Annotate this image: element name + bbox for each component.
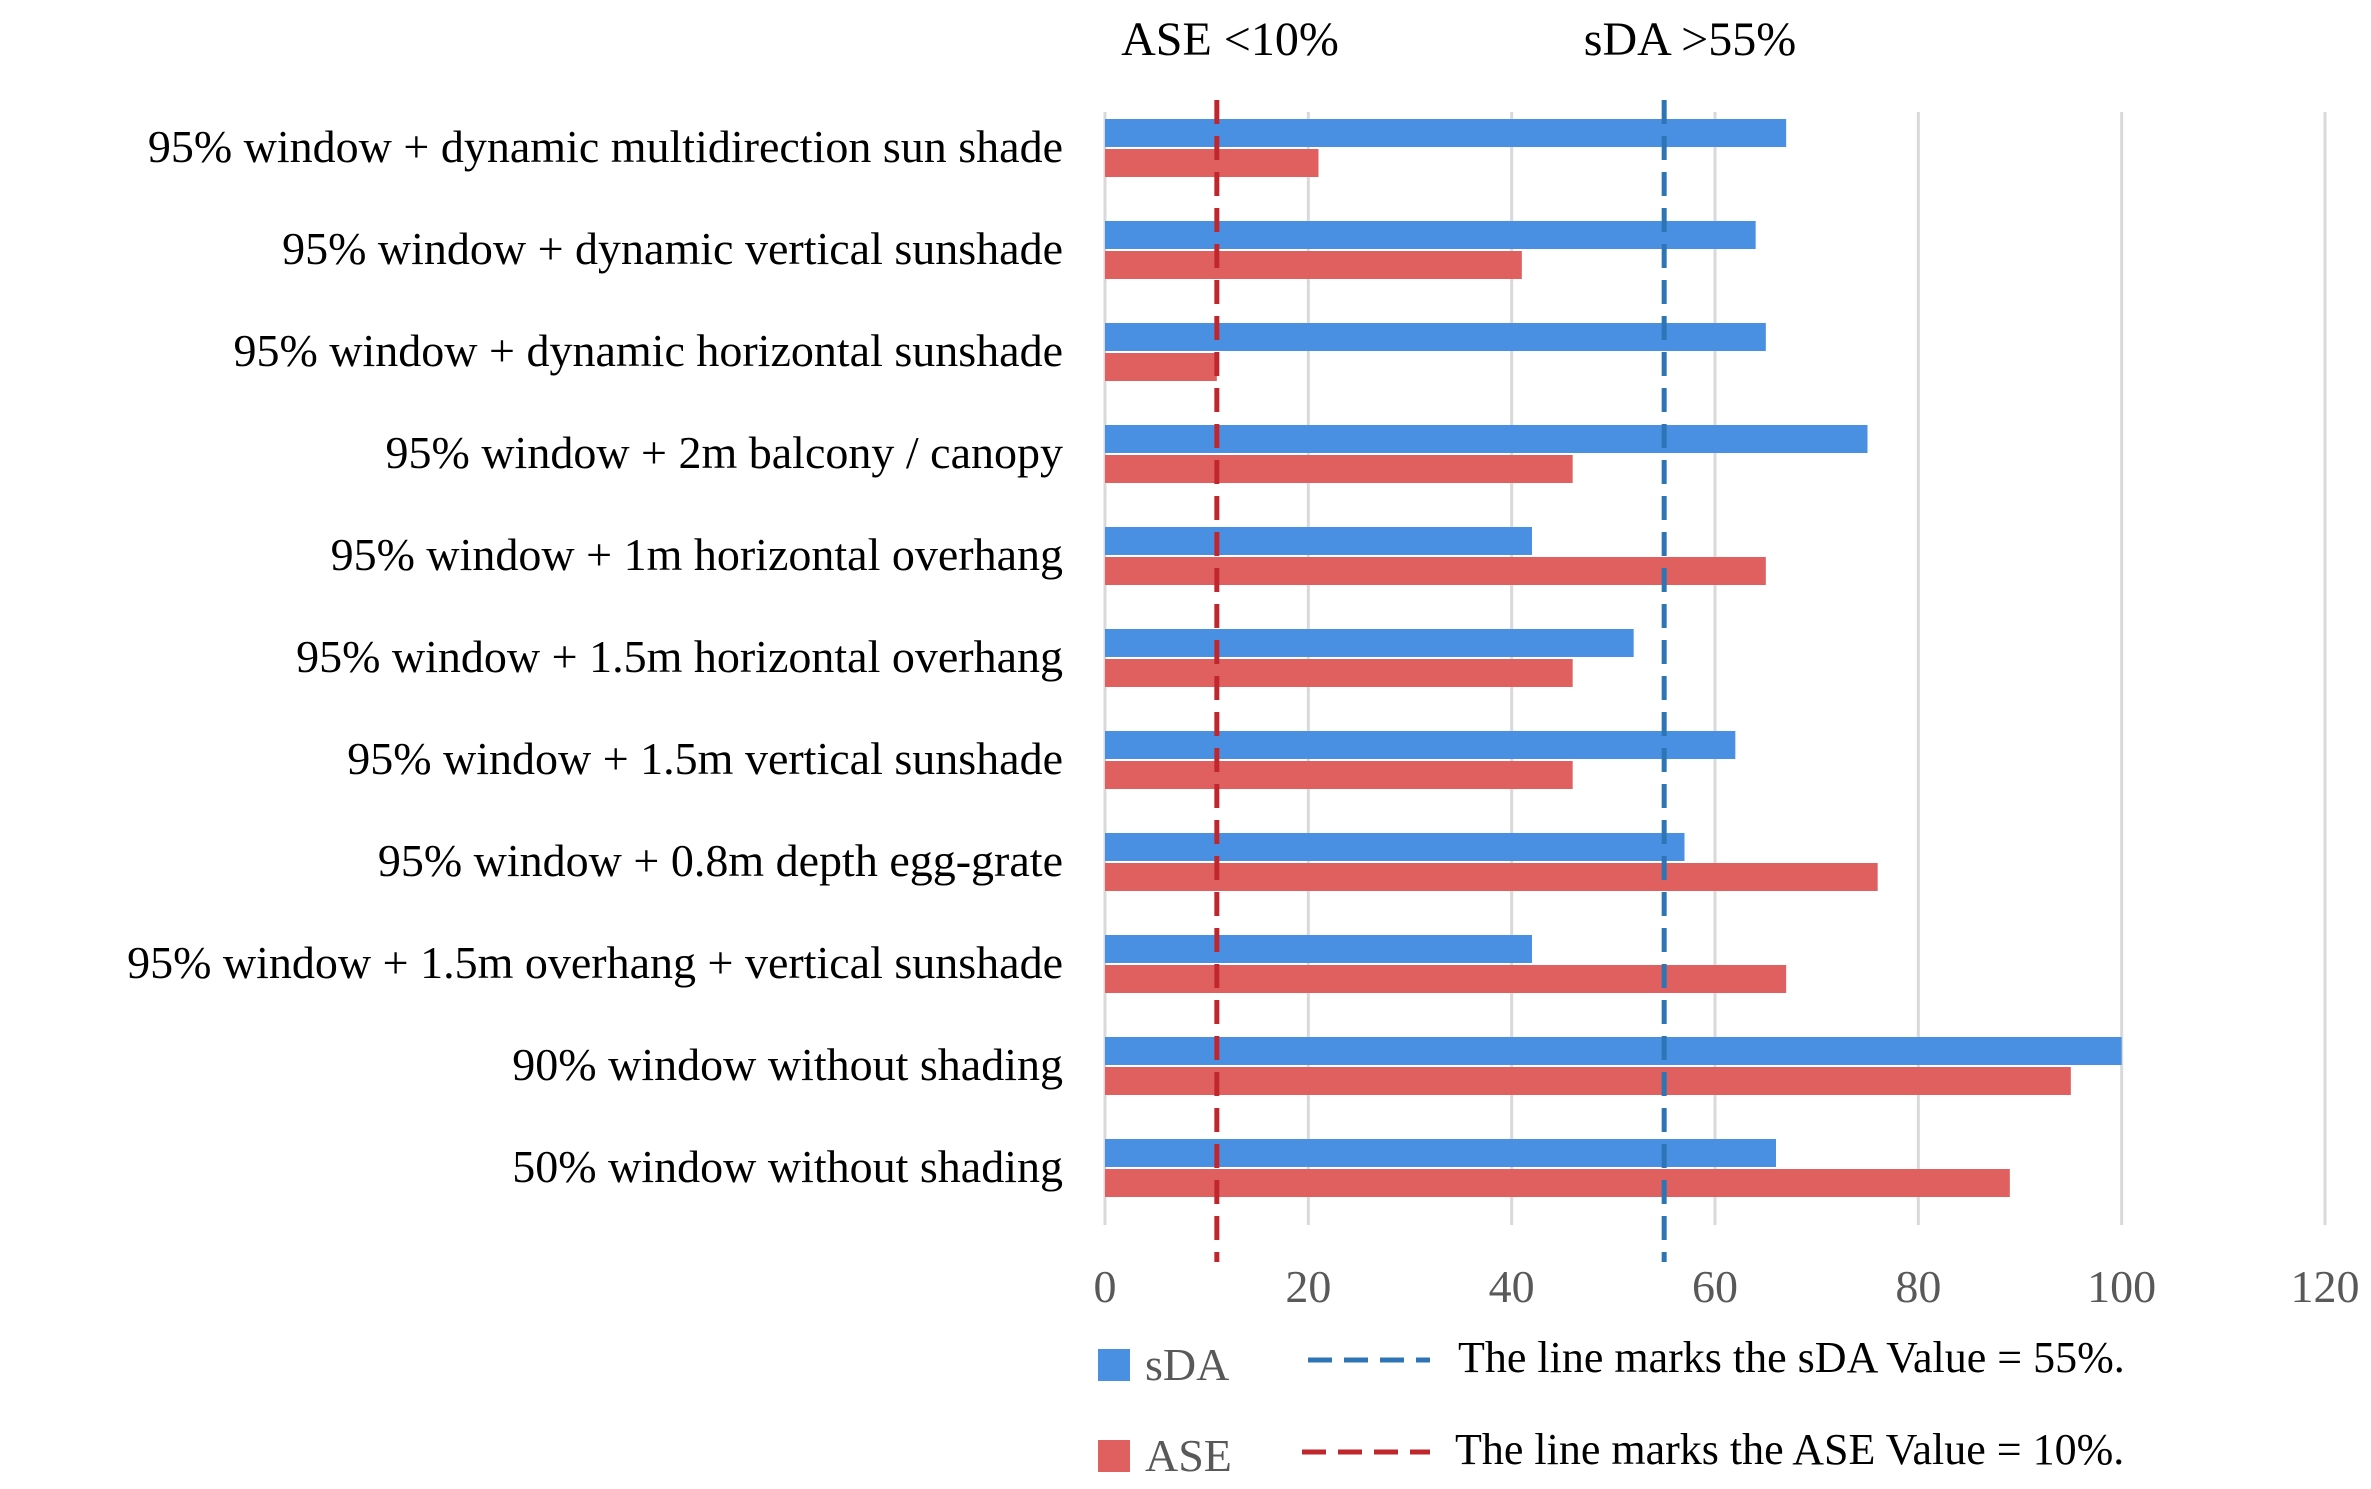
category-label: 95% window + 1.5m overhang + vertical su… [127,937,1063,988]
bar-ase [1105,965,1787,993]
x-tick-labels: 0 20 40 60 80 100 120 [1094,1261,2360,1312]
category-label: 95% window + 1m horizontal overhang [331,529,1063,580]
legend: sDA ASE The line marks the sDA Value = 5… [1098,1333,2125,1481]
bar-ase [1105,1067,2071,1095]
category-label: 90% window without shading [512,1039,1063,1090]
x-tick-label-20: 20 [1285,1261,1331,1312]
x-tick-label-100: 100 [2087,1261,2156,1312]
bar-ase [1105,455,1573,483]
bar-ase [1105,353,1217,381]
bar-sda [1105,629,1634,657]
bar-ase [1105,761,1573,789]
legend-swatch-ase [1098,1440,1130,1472]
category-labels: 95% window + dynamic multidirection sun … [127,121,1063,1192]
category-label: 95% window + 2m balcony / canopy [386,427,1064,478]
bar-sda [1105,425,1868,453]
bar-sda [1105,119,1787,147]
x-tick-label-120: 120 [2291,1261,2360,1312]
bar-sda [1105,731,1736,759]
x-tick-label-40: 40 [1489,1261,1535,1312]
category-label: 95% window + 1.5m horizontal overhang [296,631,1063,682]
x-tick-label-60: 60 [1692,1261,1738,1312]
bar-sda [1105,1139,1776,1167]
category-label: 50% window without shading [512,1141,1063,1192]
bar-sda [1105,1037,2122,1065]
bars-layer [1105,119,2122,1197]
bar-ase [1105,251,1522,279]
legend-label-sda: sDA [1145,1339,1229,1390]
bar-ase [1105,659,1573,687]
bar-sda [1105,527,1532,555]
reference-lines [1214,100,1667,1262]
category-label: 95% window + 1.5m vertical sunshade [347,733,1063,784]
x-tick-label-80: 80 [1895,1261,1941,1312]
legend-label-ase: ASE [1145,1430,1232,1481]
ase-threshold-label: ASE <10% [1121,13,1339,66]
legend-note-sda: The line marks the sDA Value = 55%. [1458,1333,2125,1382]
x-tick-label-0: 0 [1094,1261,1117,1312]
category-label: 95% window + dynamic vertical sunshade [282,223,1063,274]
bar-ase [1105,557,1766,585]
bar-ase [1105,149,1319,177]
category-label: 95% window + 0.8m depth egg-grate [378,835,1063,886]
bar-ase [1105,863,1878,891]
sda-threshold-label: sDA >55% [1584,13,1796,66]
legend-note-ase: The line marks the ASE Value = 10%. [1455,1425,2124,1474]
bar-sda [1105,833,1685,861]
bar-ase [1105,1169,2010,1197]
category-label: 95% window + dynamic multidirection sun … [148,121,1063,172]
bar-sda [1105,935,1532,963]
bar-sda [1105,221,1756,249]
category-label: 95% window + dynamic horizontal sunshade [233,325,1063,376]
bar-sda [1105,323,1766,351]
legend-swatch-sda [1098,1349,1130,1381]
